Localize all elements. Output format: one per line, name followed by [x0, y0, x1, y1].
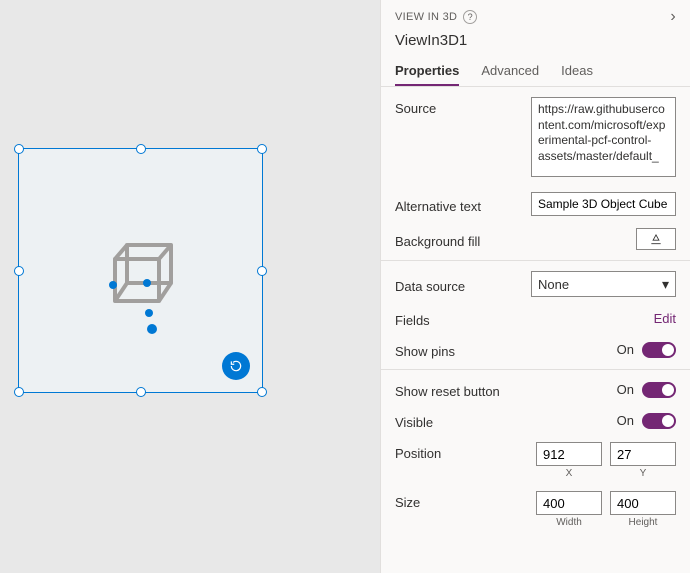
show-pins-label: Show pins: [395, 340, 455, 359]
visible-toggle[interactable]: [642, 413, 676, 429]
chevron-down-icon: ▾: [662, 276, 669, 293]
size-width-input[interactable]: [536, 491, 602, 515]
resize-handle-bl[interactable]: [14, 387, 24, 397]
view-in-3d-component[interactable]: [18, 148, 263, 393]
tab-properties[interactable]: Properties: [395, 57, 459, 86]
show-reset-state: On: [617, 382, 634, 397]
resize-handle-bm[interactable]: [136, 387, 146, 397]
size-height-input[interactable]: [610, 491, 676, 515]
show-pins-toggle[interactable]: [642, 342, 676, 358]
resize-handle-tl[interactable]: [14, 144, 24, 154]
tab-ideas[interactable]: Ideas: [561, 57, 593, 86]
position-x-input[interactable]: [536, 442, 602, 466]
fields-label: Fields: [395, 309, 430, 328]
pin-marker[interactable]: [147, 324, 157, 334]
tab-advanced[interactable]: Advanced: [481, 57, 539, 86]
position-x-sublabel: X: [566, 468, 573, 479]
data-source-label: Data source: [395, 275, 465, 294]
fields-edit-link[interactable]: Edit: [654, 311, 676, 326]
source-input[interactable]: [531, 97, 676, 177]
source-label: Source: [395, 97, 436, 116]
bg-fill-label: Background fill: [395, 230, 480, 249]
alt-text-label: Alternative text: [395, 195, 481, 214]
show-reset-label: Show reset button: [395, 380, 500, 399]
resize-handle-br[interactable]: [257, 387, 267, 397]
size-label: Size: [395, 491, 420, 510]
data-source-select[interactable]: None ▾: [531, 271, 676, 297]
data-source-value: None: [538, 277, 569, 292]
control-type-label: VIEW IN 3D: [395, 11, 457, 23]
properties-panel: VIEW IN 3D ? › ViewIn3D1 Properties Adva…: [380, 0, 690, 573]
position-y-input[interactable]: [610, 442, 676, 466]
pin-marker[interactable]: [143, 279, 151, 287]
resize-handle-tr[interactable]: [257, 144, 267, 154]
bg-fill-swatch[interactable]: [636, 228, 676, 250]
resize-handle-ml[interactable]: [14, 266, 24, 276]
collapse-panel-chevron-icon[interactable]: ›: [670, 8, 676, 26]
size-height-sublabel: Height: [629, 517, 658, 528]
pin-marker[interactable]: [145, 309, 153, 317]
pin-marker[interactable]: [109, 281, 117, 289]
position-label: Position: [395, 442, 441, 461]
canvas-area[interactable]: [0, 0, 380, 573]
visible-label: Visible: [395, 411, 433, 430]
help-icon[interactable]: ?: [463, 10, 477, 24]
cube-3d-model[interactable]: [109, 239, 179, 309]
resize-handle-tm[interactable]: [136, 144, 146, 154]
position-y-sublabel: Y: [640, 468, 647, 479]
panel-tabs: Properties Advanced Ideas: [381, 57, 690, 87]
paint-bucket-icon: [649, 232, 663, 246]
show-reset-toggle[interactable]: [642, 382, 676, 398]
size-width-sublabel: Width: [556, 517, 582, 528]
alt-text-input[interactable]: [531, 192, 676, 216]
visible-state: On: [617, 413, 634, 428]
resize-handle-mr[interactable]: [257, 266, 267, 276]
object-name: ViewIn3D1: [395, 32, 676, 49]
reset-view-button[interactable]: [222, 352, 250, 380]
show-pins-state: On: [617, 342, 634, 357]
